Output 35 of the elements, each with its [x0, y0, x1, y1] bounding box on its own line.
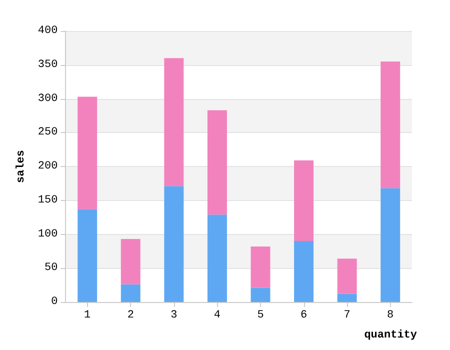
- y-tick-label: 250: [38, 126, 58, 139]
- x-tick-label: 3: [170, 310, 178, 322]
- bar: [294, 241, 314, 302]
- y-tick-label: 0: [51, 296, 58, 308]
- x-tick-label: 5: [257, 310, 264, 322]
- x-tick-label: 2: [127, 310, 134, 322]
- bar: [337, 258, 357, 294]
- bar: [164, 186, 184, 302]
- bar: [78, 209, 98, 302]
- y-tick-label: 50: [44, 262, 58, 274]
- bar: [120, 284, 140, 302]
- bar: [207, 214, 227, 302]
- y-tick-label: 400: [38, 25, 58, 37]
- bar: [337, 294, 357, 302]
- y-tick-label: 100: [38, 228, 58, 240]
- bar: [250, 246, 270, 288]
- x-tick-label: 6: [300, 310, 308, 322]
- bar: [380, 61, 400, 188]
- bar: [250, 288, 270, 302]
- y-tick-label: 350: [38, 58, 58, 71]
- x-axis-title: quantity: [364, 330, 418, 342]
- y-tick-label: 200: [38, 160, 58, 172]
- y-tick-label: 300: [38, 92, 58, 105]
- y-axis-title: sales: [16, 150, 28, 184]
- x-tick-label: 8: [387, 310, 394, 322]
- y-tick-label: 150: [38, 194, 58, 206]
- bar: [380, 188, 400, 302]
- x-tick-label: 1: [84, 310, 92, 322]
- x-tick-label: 7: [344, 310, 350, 322]
- bar: [120, 238, 140, 284]
- bar: [78, 96, 98, 210]
- bar: [294, 160, 314, 242]
- bar: [164, 58, 184, 186]
- bar: [207, 110, 227, 215]
- x-tick-label: 4: [214, 310, 221, 322]
